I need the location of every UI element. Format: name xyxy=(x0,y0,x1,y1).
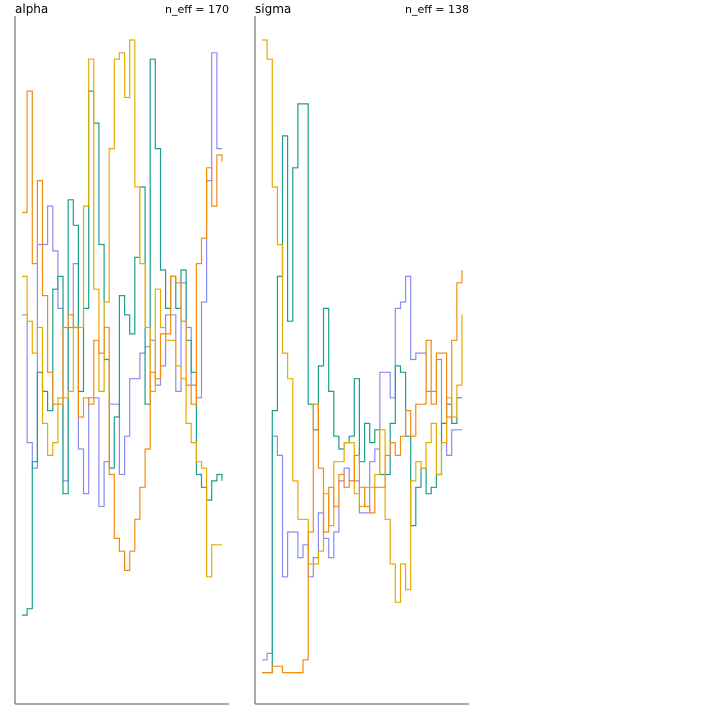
alpha-chain-traces xyxy=(22,39,223,616)
alpha-chain-2-trace xyxy=(22,58,223,616)
alpha-chain-4-trace xyxy=(22,90,223,571)
sigma-chain-traces xyxy=(262,39,463,674)
n-eff-label-sigma: n_eff = 138 xyxy=(405,3,469,16)
alpha-chain-1-trace xyxy=(22,52,222,508)
alpha-trace-panel: alpha n_eff = 170 xyxy=(14,2,229,705)
sigma-chain-3-trace xyxy=(262,39,463,603)
sigma-chain-1-trace xyxy=(262,275,462,661)
panel-title-sigma: sigma xyxy=(255,2,291,16)
sigma-chain-4-trace xyxy=(262,270,463,674)
sigma-trace-panel: sigma n_eff = 138 xyxy=(254,2,469,705)
alpha-chain-3-trace xyxy=(22,39,222,578)
panel-title-alpha: alpha xyxy=(15,2,48,16)
n-eff-label-alpha: n_eff = 170 xyxy=(165,3,229,16)
sigma-chain-2-trace xyxy=(262,103,462,674)
